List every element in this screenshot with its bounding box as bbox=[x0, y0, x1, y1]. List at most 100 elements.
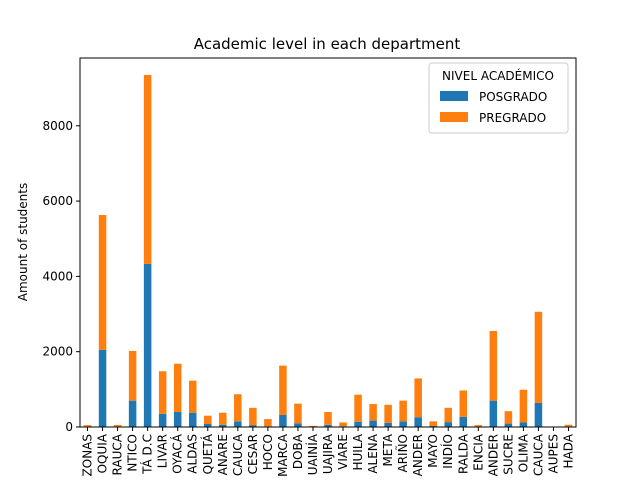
bar-posgrado-6 bbox=[173, 411, 182, 427]
bar-pregrado-10 bbox=[234, 394, 242, 422]
bars-group bbox=[83, 74, 573, 427]
x-tick-label: NTICO bbox=[126, 434, 140, 472]
bar-posgrado-14 bbox=[294, 423, 302, 427]
bar-posgrado-10 bbox=[234, 421, 242, 427]
x-tick-label: DOBA bbox=[291, 433, 305, 469]
bar-posgrado-11 bbox=[249, 425, 257, 427]
x-tick-label: UAINÍA bbox=[305, 433, 320, 475]
x-tick-label: CAUCA bbox=[531, 433, 545, 476]
bar-posgrado-16 bbox=[324, 424, 332, 427]
x-axis: ZONAS OQUIA RAUCA NTICO TÁ D.C LIVAR OYACÁ ALDA… bbox=[81, 427, 575, 477]
bar-pregrado-7 bbox=[188, 380, 197, 413]
bar-posgrado-29 bbox=[519, 422, 528, 427]
bar-pregrado-19 bbox=[369, 404, 377, 421]
bar-pregrado-24 bbox=[444, 407, 452, 423]
bar-pregrado-0 bbox=[83, 425, 92, 427]
x-tick-label: ZONAS bbox=[81, 434, 95, 476]
x-tick-label: ENCIA bbox=[471, 433, 485, 470]
bar-posgrado-30 bbox=[534, 402, 543, 427]
legend-swatch-posgrado bbox=[440, 91, 468, 101]
bar-pregrado-5 bbox=[158, 371, 167, 414]
legend-swatch-pregrado bbox=[440, 112, 468, 122]
bar-pregrado-11 bbox=[249, 407, 257, 426]
y-axis-label: Amount of students bbox=[16, 183, 30, 301]
bar-posgrado-8 bbox=[204, 423, 212, 427]
x-tick-label: ANARE bbox=[216, 434, 230, 475]
bar-posgrado-4 bbox=[143, 263, 152, 427]
bar-posgrado-25 bbox=[459, 416, 468, 427]
bar-posgrado-18 bbox=[354, 421, 362, 427]
y-tick-label: 4000 bbox=[42, 269, 73, 283]
x-tick-label: VIARE bbox=[336, 434, 350, 470]
x-tick-label: MAYO bbox=[426, 434, 440, 468]
bar-posgrado-13 bbox=[279, 414, 287, 427]
y-tick-label: 2000 bbox=[42, 345, 73, 359]
legend-label-pregrado: PREGRADO bbox=[479, 111, 546, 125]
bar-posgrado-28 bbox=[504, 423, 513, 427]
bar-pregrado-20 bbox=[384, 404, 392, 423]
bar-posgrado-22 bbox=[414, 417, 422, 427]
legend-label-posgrado: POSGRADO bbox=[479, 90, 547, 104]
x-tick-label: INDÍO bbox=[440, 434, 455, 469]
bar-pregrado-27 bbox=[489, 330, 498, 401]
bar-pregrado-4 bbox=[143, 74, 152, 264]
bar-posgrado-1 bbox=[98, 349, 107, 427]
bar-pregrado-12 bbox=[264, 419, 272, 427]
y-tick-label: 6000 bbox=[42, 194, 73, 208]
bar-pregrado-29 bbox=[519, 389, 528, 423]
bar-pregrado-30 bbox=[534, 311, 543, 403]
x-tick-label: OYACÁ bbox=[170, 433, 185, 474]
x-tick-label: CAUCA bbox=[231, 433, 245, 476]
x-tick-label: RALDA bbox=[456, 433, 470, 474]
bar-posgrado-24 bbox=[444, 422, 452, 427]
bar-pregrado-21 bbox=[399, 400, 407, 422]
bar-pregrado-2 bbox=[113, 424, 122, 427]
bar-pregrado-28 bbox=[504, 411, 513, 424]
bar-pregrado-25 bbox=[459, 390, 468, 417]
bar-posgrado-23 bbox=[429, 425, 437, 427]
x-tick-label: HUILA bbox=[351, 433, 365, 470]
bar-posgrado-9 bbox=[219, 424, 227, 427]
bar-pregrado-6 bbox=[173, 363, 182, 412]
bar-pregrado-23 bbox=[429, 421, 437, 426]
bar-posgrado-3 bbox=[128, 400, 137, 427]
bar-posgrado-27 bbox=[489, 400, 498, 427]
x-tick-label: TÁ D.C bbox=[140, 434, 155, 475]
x-tick-label: QUETÁ bbox=[200, 433, 215, 474]
bar-pregrado-15 bbox=[309, 425, 317, 427]
bar-posgrado-20 bbox=[384, 422, 392, 427]
x-tick-label: RAUCA bbox=[111, 433, 125, 475]
bar-pregrado-32 bbox=[564, 424, 573, 427]
bar-pregrado-17 bbox=[339, 422, 347, 427]
x-tick-label: AUPES bbox=[546, 434, 560, 473]
x-tick-label: MARCA bbox=[276, 433, 290, 477]
bar-pregrado-13 bbox=[279, 365, 287, 415]
legend: NIVEL ACADÉMICO POSGRADO PREGRADO bbox=[428, 62, 569, 134]
x-tick-label: META bbox=[381, 433, 395, 466]
bar-pregrado-9 bbox=[219, 412, 227, 425]
bar-pregrado-1 bbox=[98, 215, 107, 350]
bar-pregrado-3 bbox=[128, 350, 137, 401]
bar-pregrado-16 bbox=[324, 411, 332, 425]
x-tick-label: ARIÑO bbox=[395, 434, 410, 473]
x-tick-label: ALDAS bbox=[186, 434, 200, 474]
bar-posgrado-7 bbox=[188, 412, 197, 427]
y-axis: 0 2000 4000 6000 8000 bbox=[42, 119, 80, 434]
chart-title: Academic level in each department bbox=[194, 35, 461, 53]
y-tick-label: 0 bbox=[65, 420, 73, 434]
x-tick-label: HADA bbox=[561, 433, 575, 468]
x-tick-label: OQUIA bbox=[96, 433, 110, 473]
x-tick-label: SUCRE bbox=[501, 434, 515, 475]
bar-posgrado-21 bbox=[399, 421, 407, 427]
x-tick-label: UAJIRA bbox=[321, 433, 335, 474]
x-tick-label: CESAR bbox=[246, 434, 260, 474]
bar-pregrado-8 bbox=[204, 415, 212, 424]
x-tick-label: ALENA bbox=[366, 433, 380, 473]
bar-posgrado-19 bbox=[369, 420, 377, 427]
legend-title: NIVEL ACADÉMICO bbox=[442, 68, 554, 83]
bar-pregrado-22 bbox=[414, 378, 422, 418]
y-tick-label: 8000 bbox=[42, 119, 73, 133]
x-tick-label: ANDER bbox=[486, 434, 500, 476]
bar-pregrado-18 bbox=[354, 394, 362, 422]
